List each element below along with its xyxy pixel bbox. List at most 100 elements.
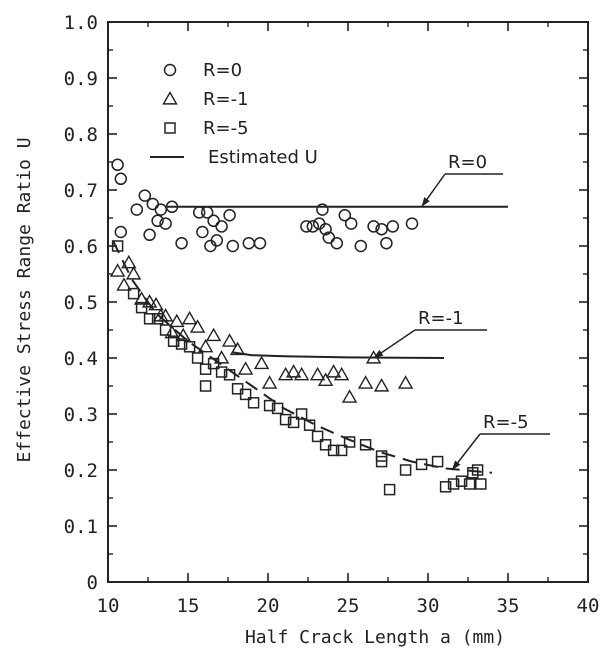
circle-point (242, 236, 256, 250)
square-point (399, 464, 412, 476)
circle-point (306, 220, 320, 233)
square-point (327, 444, 340, 457)
triangle-point (333, 366, 350, 381)
triangle-point (125, 266, 142, 280)
estimated-curve-r1 (232, 351, 445, 359)
triangle-point (293, 366, 310, 381)
triangle-point (189, 319, 206, 333)
square-point (175, 338, 188, 350)
square-point (191, 352, 204, 364)
circle-point (386, 220, 400, 233)
circle-point (226, 239, 240, 253)
square-point (415, 458, 428, 471)
square-point (359, 439, 372, 451)
x-tick-label: 35 (497, 595, 520, 617)
circle-point (253, 236, 267, 250)
square-point (167, 335, 180, 347)
y-tick-label: 0.7 (64, 180, 98, 202)
x-tick-label: 40 (577, 595, 600, 617)
square-point (343, 436, 356, 448)
circle-point (380, 236, 393, 250)
axis-ticks: 10 15 20 25 30 35 40 0 0.1 0.2 0.3 0.4 0.5 0.6 0.7 0.8 0… (64, 12, 600, 617)
circle-point (223, 208, 236, 222)
circle-point (330, 236, 344, 250)
triangle-point (148, 296, 164, 311)
legend-triangle-marker (162, 91, 178, 105)
circle-point (165, 200, 179, 214)
circle-point (200, 206, 214, 219)
y-tick-label: 1.0 (64, 12, 98, 34)
triangle-point (141, 294, 158, 308)
triangle-point (373, 378, 390, 392)
y-axis-title: Effective Stress Range Ratio U (14, 137, 35, 462)
triangle-point (175, 327, 191, 342)
square-point (183, 341, 196, 353)
annotation-arrowhead (421, 197, 430, 207)
y-tick-label: 0.9 (64, 68, 98, 90)
square-point (335, 444, 348, 457)
circle-point (154, 203, 168, 216)
square-point (263, 399, 276, 412)
circle-point (338, 208, 352, 222)
circle-point (192, 206, 206, 219)
square-point (471, 464, 484, 476)
x-tick-label: 15 (177, 595, 200, 617)
annotations: R=0 R=-1 R=-5 (373, 152, 550, 471)
triangle-point (221, 333, 238, 347)
circle-point (138, 189, 152, 202)
triangle-point (325, 364, 342, 378)
triangle-point (277, 366, 294, 381)
square-point (303, 419, 316, 431)
triangle-point (309, 366, 326, 381)
square-point (383, 483, 396, 496)
circle-point (151, 214, 164, 228)
triangle-point (317, 372, 334, 386)
x-tick-label: 20 (257, 595, 280, 617)
estimated-curve-r5 (111, 239, 493, 474)
circle-point (210, 234, 224, 247)
square-point (239, 388, 252, 401)
y-tick-label: 0.6 (64, 236, 98, 258)
y-tick-label: 0 (87, 572, 98, 594)
y-tick-label: 0.3 (64, 404, 98, 426)
legend: R=0 R=-1 R=-5 Estimated U (150, 60, 318, 168)
circle-point (207, 214, 220, 228)
legend-label: Estimated U (208, 147, 318, 168)
circle-point (146, 197, 160, 211)
x-tick-label: 30 (417, 595, 440, 617)
circle-point (375, 222, 388, 236)
annotation-arrowhead (373, 349, 384, 358)
triangle-point (357, 375, 374, 389)
circle-point (143, 228, 156, 242)
legend-square-marker (164, 122, 176, 134)
x-tick-label: 10 (97, 595, 120, 617)
triangle-point (121, 254, 137, 269)
square-point (447, 478, 460, 490)
circle-point (114, 225, 128, 239)
square-point (463, 478, 476, 490)
y-tick-label: 0.4 (64, 348, 98, 370)
circle-point (405, 217, 419, 230)
square-point (135, 301, 148, 314)
plot-frame (107, 21, 589, 583)
triangle-point (169, 313, 185, 328)
square-point (279, 413, 292, 426)
triangle-point (341, 389, 358, 403)
legend-label: R=0 (203, 60, 242, 81)
circle-point (196, 225, 209, 239)
circle-point (114, 172, 128, 186)
circle-point (175, 236, 188, 250)
square-point (111, 240, 124, 252)
y-tick-label: 0.5 (64, 292, 98, 314)
circle-point (130, 203, 144, 216)
triangle-point (181, 310, 198, 325)
square-point (475, 478, 487, 490)
square-point (431, 455, 444, 468)
circle-point (367, 220, 380, 233)
legend-circle-marker (163, 63, 177, 77)
square-point (295, 408, 308, 420)
triangle-point (397, 375, 414, 389)
square-point (215, 366, 228, 378)
y-tick-label: 0.2 (64, 460, 98, 482)
plot-border (107, 21, 589, 583)
